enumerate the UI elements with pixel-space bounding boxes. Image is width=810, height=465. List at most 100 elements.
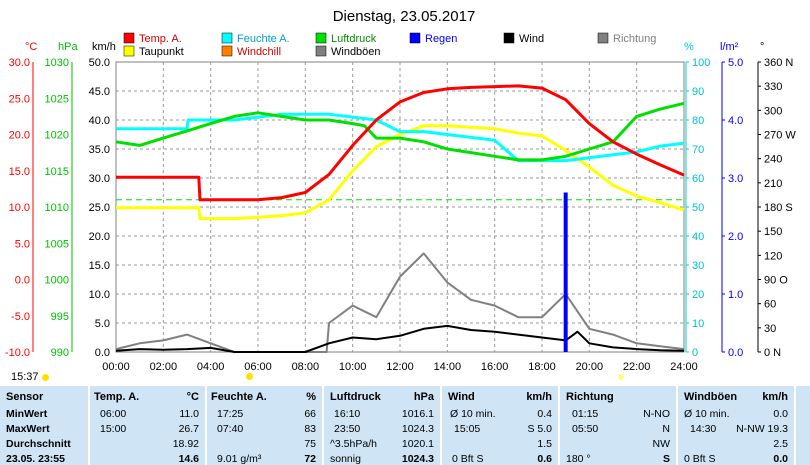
tick-hPa-3: 1015 xyxy=(45,166,69,178)
gusts-mean-value: 2.5 xyxy=(773,438,788,450)
pressure-min-time: 16:10 xyxy=(334,408,361,420)
legend-swatch-0 xyxy=(123,32,135,44)
gusts-max-time: 14:30 xyxy=(690,423,717,435)
tick-%-5: 50 xyxy=(692,202,704,214)
legend-label-2: Luftdruck xyxy=(331,33,377,45)
x-tick-10: 20:00 xyxy=(576,361,604,373)
tick-°C-7: -5.0 xyxy=(11,311,30,323)
tick-%-0: 100 xyxy=(692,57,710,69)
tick-l/m²-5: 0.0 xyxy=(728,347,743,359)
gusts-avg-label: Ø 10 min. xyxy=(684,408,730,420)
axis-header-°C: °C xyxy=(25,41,37,53)
series-wind xyxy=(115,324,685,353)
tick-°-8: 120 xyxy=(764,250,782,262)
tick-°-2: 300 xyxy=(764,105,782,117)
tick-km/h-7: 15.0 xyxy=(89,260,110,272)
tick-km/h-10: 0.0 xyxy=(95,347,110,359)
pressure-min-value: 1016.1 xyxy=(401,408,434,420)
wind-avg-value: 0.4 xyxy=(537,408,552,420)
temp-max-time: 15:00 xyxy=(100,423,127,435)
stats-unit-pressure: hPa xyxy=(413,391,434,403)
x-tick-0: 00:00 xyxy=(102,361,130,373)
legend-label-0: Temp. A. xyxy=(139,33,182,45)
humidity-min-value: 66 xyxy=(304,408,316,420)
wind-mean-value: 1.5 xyxy=(537,438,552,450)
x-tick-8: 16:00 xyxy=(481,361,509,373)
axis-header-%: % xyxy=(684,41,694,53)
pressure-forecast: sonnig xyxy=(330,453,361,465)
stats-table: Sensor MinWert MaxWert Durchschnitt 23.0… xyxy=(0,386,810,465)
x-tick-1: 02:00 xyxy=(150,361,178,373)
series-layer xyxy=(115,84,685,353)
stats-col-direction: Richtung 01:15 N-NO 05:50 N NW 180 ° S xyxy=(558,386,678,465)
stats-row-max: MaxWert xyxy=(6,423,50,435)
legend-label-5: Richtung xyxy=(613,33,656,45)
stats-header-direction: Richtung xyxy=(566,391,614,403)
direction-current-value: S xyxy=(662,453,670,465)
series-windb-en xyxy=(115,252,685,353)
tick-°-3: 270 W xyxy=(764,130,796,142)
tick-%-1: 90 xyxy=(692,86,704,98)
legend-swatch-7 xyxy=(221,45,233,57)
stats-row-current: 23.05. 23:55 xyxy=(6,453,65,465)
stats-col-gusts: Windböen km/h Ø 10 min. 0.0 14:30 N-NW 1… xyxy=(676,386,796,465)
tick-°C-4: 10.0 xyxy=(9,202,30,214)
legend-label-1: Feuchte A. xyxy=(237,33,290,45)
wind-beaufort: 0 Bft S xyxy=(452,453,484,465)
direction-max-value: N xyxy=(662,423,670,435)
x-tick-4: 08:00 xyxy=(292,361,320,373)
tick-hPa-1: 1025 xyxy=(45,93,69,105)
stats-unit-wind: km/h xyxy=(526,391,552,403)
direction-avg-value: NW xyxy=(652,438,671,450)
tick-°-12: 0 N xyxy=(764,347,781,359)
pressure-current-value: 1024.3 xyxy=(401,453,434,465)
tick-km/h-8: 10.0 xyxy=(89,289,110,301)
tick-km/h-4: 30.0 xyxy=(89,173,110,185)
wind-avg-label: Ø 10 min. xyxy=(450,408,496,420)
tick-l/m²-2: 3.0 xyxy=(728,173,743,185)
stats-col-pressure: Luftdruck hPa 16:10 1016.1 23:50 1024.3 … xyxy=(322,386,442,465)
legend-swatch-2 xyxy=(315,32,327,44)
legend-label-4: Wind xyxy=(519,33,544,45)
tick-hPa-8: 990 xyxy=(51,347,69,359)
tick-l/m²-3: 2.0 xyxy=(728,231,743,243)
chart-title: Dienstag, 23.05.2017 xyxy=(333,8,476,25)
legend-swatch-4 xyxy=(503,32,515,44)
pressure-trend: ^3.5hPa/h xyxy=(330,438,377,450)
tick-km/h-6: 20.0 xyxy=(89,231,110,243)
tick-°-5: 210 xyxy=(764,178,782,190)
direction-max-time: 05:50 xyxy=(572,423,599,435)
sunrise-marker-icon xyxy=(246,373,253,380)
tick-hPa-6: 1000 xyxy=(45,275,69,287)
tick-°-6: 180 S xyxy=(764,202,793,214)
legend-swatch-6 xyxy=(123,45,135,57)
weather-chart: Dienstag, 23.05.2017 Temp. A. Feuchte A. L… xyxy=(5,8,796,373)
tick-%-6: 40 xyxy=(692,231,704,243)
humidity-min-time: 17:25 xyxy=(217,408,244,420)
stats-header-sensor: Sensor xyxy=(6,391,44,403)
x-tick-5: 10:00 xyxy=(339,361,367,373)
x-tick-12: 24:00 xyxy=(670,361,698,373)
stats-header-humidity: Feuchte A. xyxy=(211,391,267,403)
legend-swatch-3 xyxy=(409,32,421,44)
stats-col-sensor: Sensor MinWert MaxWert Durchschnitt 23.0… xyxy=(0,386,90,465)
temp-current-value: 14.6 xyxy=(178,453,199,465)
x-tick-7: 14:00 xyxy=(434,361,462,373)
tick-°C-8: -10.0 xyxy=(5,347,30,359)
tick-°-9: 90 O xyxy=(764,275,788,287)
tick-°-0: 360 N xyxy=(764,57,793,69)
tick-%-10: 0 xyxy=(692,347,698,359)
sunset-marker-icon xyxy=(618,374,624,380)
tick-%-3: 70 xyxy=(692,144,704,156)
tick-°C-0: 30.0 xyxy=(9,57,30,69)
stats-row-avg: Durchschnitt xyxy=(6,438,71,450)
tick-km/h-1: 45.0 xyxy=(89,86,110,98)
tick-km/h-0: 50.0 xyxy=(89,57,110,69)
stats-unit-humidity: % xyxy=(306,391,316,403)
series-luftdruck xyxy=(115,101,685,162)
direction-degrees: 180 ° xyxy=(566,453,591,465)
wind-max-value: S 5.0 xyxy=(527,423,552,435)
gusts-beaufort: 0 Bft S xyxy=(684,453,716,465)
x-tick-9: 18:00 xyxy=(528,361,556,373)
tick-hPa-5: 1005 xyxy=(45,238,69,250)
